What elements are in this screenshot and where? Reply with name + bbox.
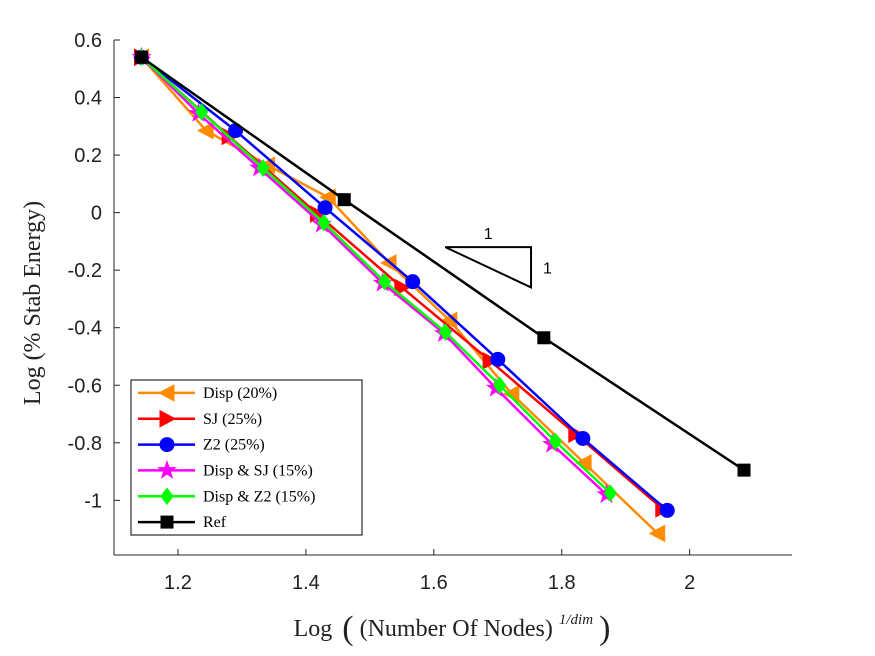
legend-item: Disp & Z2 (15%) (138, 487, 315, 506)
legend-label: Ref (203, 514, 227, 531)
data-point (379, 254, 397, 272)
slope-triangle-annotation: 11 (444, 226, 552, 290)
legend-item: Disp (20%) (138, 384, 277, 402)
legend-item: Ref (138, 514, 227, 531)
data-point (659, 502, 675, 518)
slope-horizontal-label: 1 (484, 226, 493, 243)
data-point (493, 376, 507, 395)
legend-label: Disp (20%) (203, 385, 277, 402)
y-tick-label: 0.4 (74, 88, 102, 110)
x-tick-label: 1.4 (292, 572, 320, 594)
data-point (377, 272, 392, 291)
x-axis-title-prefix: Log (294, 616, 333, 642)
data-point (737, 463, 751, 477)
series-line (140, 56, 745, 472)
legend-marker (159, 437, 175, 453)
legend-label: Z2 (25%) (203, 437, 265, 454)
x-axis-title-paren-open: ( (342, 610, 353, 647)
x-tick-label: 1.8 (548, 572, 576, 594)
y-tick-label: -0.8 (68, 433, 102, 455)
legend-item: Disp & SJ (15%) (138, 459, 313, 479)
data-point (337, 193, 351, 207)
data-point (490, 351, 506, 367)
data-point (394, 278, 411, 297)
y-tick-label: -0.6 (68, 375, 102, 397)
x-tick-label: 1.2 (164, 572, 192, 594)
legend-box (130, 379, 363, 536)
x-tick-label: 2 (684, 572, 695, 594)
x-axis-title-paren-close: ) (599, 610, 610, 647)
legend-item: Z2 (25%) (138, 437, 265, 454)
data-point (438, 323, 452, 341)
legend-item: SJ (25%) (138, 409, 262, 428)
axes (113, 40, 792, 556)
data-point (548, 432, 562, 451)
y-tick-label: -0.2 (68, 260, 102, 282)
legend-marker (160, 487, 174, 506)
series-disp-z2-15 (134, 48, 617, 502)
x-axis-title-exponent: 1/dim (559, 612, 593, 628)
legend-marker (159, 409, 177, 428)
data-point (537, 331, 551, 345)
axis-titles: Log (% Stab Energy) Log ( (Number Of Nod… (20, 201, 610, 647)
x-tick-label: 1.6 (420, 572, 448, 594)
data-point (317, 213, 331, 232)
y-tick-label: -1 (84, 490, 102, 512)
data-point (197, 121, 214, 140)
data-point (648, 524, 666, 543)
legend-marker (160, 515, 174, 529)
series-group (131, 46, 751, 543)
data-point (575, 430, 591, 446)
legend-marker (156, 459, 178, 479)
x-axis-title: Log ( (Number Of Nodes) 1/dim ) (294, 604, 611, 647)
slope-triangle (444, 246, 533, 290)
slope-vertical-label: 1 (543, 260, 552, 277)
legend-label: Disp & Z2 (15%) (203, 488, 315, 505)
data-point (135, 50, 149, 64)
y-axis-title: Log (% Stab Energy) (20, 201, 46, 405)
legend: Disp (20%) SJ (25%) Z2 (25%) Disp & SJ (15%… (130, 379, 363, 536)
data-point (256, 159, 270, 177)
data-point (603, 484, 617, 502)
y-tick-label: 0.2 (74, 145, 102, 167)
y-tick-label: 0.6 (74, 30, 102, 52)
data-point (405, 274, 421, 290)
data-point (195, 103, 209, 121)
y-tick-label: 0 (91, 203, 102, 225)
y-tick-label: -0.4 (68, 318, 102, 340)
x-axis-title-main: (Number Of Nodes) (360, 616, 553, 642)
legend-label: SJ (25%) (203, 411, 262, 428)
ticks: 1.2 1.4 1.6 1.8 2 0.6 0.4 0.2 0 -0.2 -0.4 -0.6 -0.8 -… (68, 30, 696, 594)
data-point (317, 200, 333, 216)
series-ref (135, 50, 751, 477)
legend-marker (157, 384, 175, 402)
legend-label: Disp & SJ (15%) (203, 462, 313, 479)
